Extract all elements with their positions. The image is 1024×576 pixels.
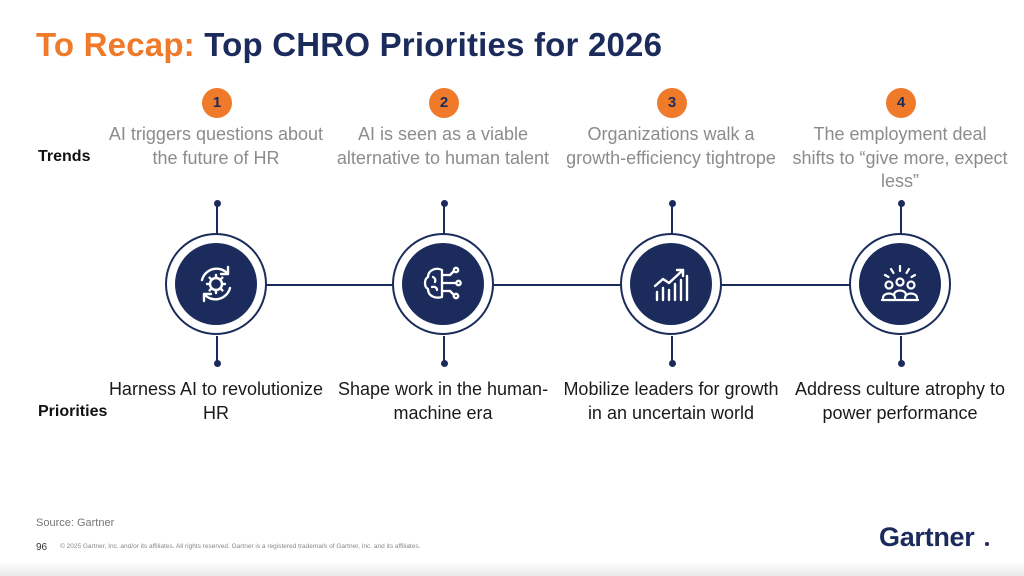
ai-gear-cycle-icon <box>200 265 232 303</box>
step-number-badge: 2 <box>429 88 459 118</box>
trends-row-label: Trends <box>38 148 91 165</box>
connector-bottom <box>216 336 218 364</box>
step-number-badge: 3 <box>657 88 687 118</box>
priorities-row-label: Priorities <box>38 403 108 420</box>
timeline-column-4: 4 The employment deal shifts to “give mo… <box>790 0 1010 576</box>
priority-text: Address culture atrophy to power perform… <box>794 379 1006 423</box>
step-number-badge: 1 <box>202 88 232 118</box>
connector-dot <box>668 200 676 207</box>
copyright-notice: © 2025 Gartner, Inc. and/or its affiliat… <box>60 543 421 550</box>
priority-text: Harness AI to revolutionize HR <box>108 379 324 423</box>
connector-dot <box>897 360 905 367</box>
connector-top <box>216 204 218 234</box>
source-note: Source: Gartner <box>36 517 115 529</box>
connector-bottom <box>443 336 445 364</box>
icon-circle <box>392 233 494 335</box>
bottom-band <box>0 562 1024 576</box>
connector-dot <box>897 200 905 207</box>
slide-title: To Recap: Top CHRO Priorities for 2026 <box>36 26 662 64</box>
timeline-column-3: 3 Organizations walk a growth-efficiency… <box>561 0 781 576</box>
title-main: Top CHRO Priorities for 2026 <box>204 26 663 63</box>
connector-dot <box>440 200 448 207</box>
timeline-column-2: 2 AI is seen as a viable alternative to … <box>333 0 553 576</box>
connector-bottom <box>671 336 673 364</box>
connector-dot <box>668 360 676 367</box>
timeline-column-1: 1 AI triggers questions about the future… <box>106 0 326 576</box>
team-meeting-icon <box>880 264 920 302</box>
connector-dot <box>213 360 221 367</box>
connector-top <box>671 204 673 234</box>
connector-top <box>443 204 445 234</box>
timeline-line <box>215 284 901 286</box>
priority-text: Mobilize leaders for growth in an uncert… <box>563 379 779 423</box>
trend-text: AI triggers questions about the future o… <box>108 124 324 168</box>
step-number-badge: 4 <box>886 88 916 118</box>
connector-bottom <box>900 336 902 364</box>
connector-dot <box>213 200 221 207</box>
connector-dot <box>440 360 448 367</box>
title-prefix: To Recap: <box>36 26 195 63</box>
icon-circle <box>165 233 267 335</box>
gartner-logo: Gartner <box>879 522 975 552</box>
trend-text: The employment deal shifts to “give more… <box>792 124 1008 191</box>
connector-top <box>900 204 902 234</box>
page-number: 96 <box>36 542 48 553</box>
logo-dot <box>985 542 989 546</box>
brain-circuit-icon <box>423 266 462 300</box>
trend-text: Organizations walk a growth-efficiency t… <box>566 124 776 168</box>
trend-text: AI is seen as a viable alternative to hu… <box>336 124 550 168</box>
priority-text: Shape work in the human-machine era <box>337 379 549 423</box>
icon-circle <box>849 233 951 335</box>
growth-chart-icon <box>653 268 689 302</box>
icon-circle <box>620 233 722 335</box>
